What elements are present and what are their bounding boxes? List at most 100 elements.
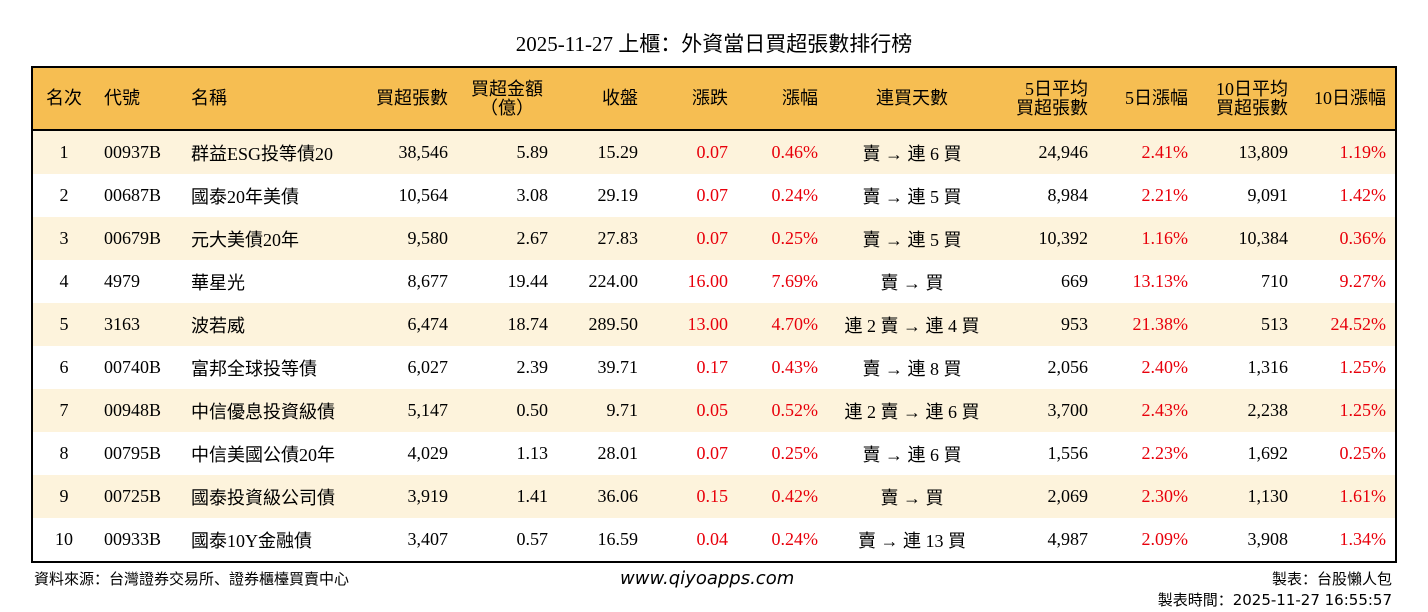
cell-pct5: 2.23% (1141, 443, 1189, 463)
cell-net-buy-amount: 5.89 (516, 142, 549, 162)
cell-pct5: 2.21% (1141, 185, 1189, 205)
cell-code: 00933B (104, 529, 162, 549)
generated-time: 製表時間：2025-11-27 16:55:57 (1157, 591, 1392, 609)
table-header: 名次 代號 名稱 買超張數 買超金額 （億） 收盤 漲跌 漲幅 連買天數 5日平均 買超張數 5日漲… (33, 68, 1395, 131)
cell-net-buy-lots: 4,029 (407, 443, 449, 463)
cell-consecutive-days: 賣 → 買 (880, 272, 944, 293)
cell-pct10: 24.52% (1330, 314, 1387, 334)
table-row: 4 4979 華星光 8,677 19.44 224.00 16.00 7.69% 賣 → 買 6… (33, 260, 1395, 303)
header-consecutive-days: 連買天數 (876, 88, 948, 108)
cell-pct5: 2.09% (1141, 529, 1189, 549)
cell-change: 0.05 (696, 400, 729, 420)
header-name: 名稱 (191, 88, 227, 108)
cell-close: 224.00 (588, 271, 639, 291)
data-source: 資料來源：台灣證券交易所、證券櫃檯買賣中心 (34, 570, 350, 588)
cell-code: 3163 (104, 314, 140, 334)
page-title: 2025-11-27 上櫃：外資當日買超張數排行榜 (515, 32, 913, 56)
cell-avg10-net-buy: 1,316 (1247, 357, 1289, 377)
header-pct10: 10日漲幅 (1314, 88, 1386, 108)
cell-rank: 10 (55, 529, 73, 549)
cell-avg5-net-buy: 953 (1061, 314, 1088, 334)
cell-name: 波若威 (191, 315, 245, 336)
cell-net-buy-amount: 18.74 (507, 314, 549, 334)
cell-close: 28.01 (597, 443, 639, 463)
cell-change-pct: 7.69% (771, 271, 819, 291)
cell-avg10-net-buy: 513 (1261, 314, 1288, 334)
cell-pct10: 9.27% (1339, 271, 1387, 291)
cell-avg10-net-buy: 13,809 (1238, 142, 1289, 162)
cell-net-buy-lots: 9,580 (407, 228, 449, 248)
cell-rank: 4 (59, 271, 69, 291)
cell-net-buy-amount: 2.39 (516, 357, 549, 377)
cell-change-pct: 0.24% (771, 529, 819, 549)
cell-rank: 9 (59, 486, 69, 506)
cell-avg10-net-buy: 1,692 (1247, 443, 1289, 463)
cell-code: 4979 (104, 271, 140, 291)
cell-close: 29.19 (597, 185, 639, 205)
cell-rank: 2 (59, 185, 69, 205)
cell-change: 0.07 (696, 443, 729, 463)
cell-change: 0.07 (696, 142, 729, 162)
cell-rank: 8 (59, 443, 69, 463)
cell-change-pct: 0.42% (771, 486, 819, 506)
cell-net-buy-lots: 6,474 (407, 314, 449, 334)
table-row: 2 00687B 國泰20年美債 10,564 3.08 29.19 0.07 0.24% 賣 … (33, 174, 1395, 217)
cell-change-pct: 4.70% (771, 314, 819, 334)
cell-pct5: 2.41% (1141, 142, 1189, 162)
cell-consecutive-days: 賣 → 連 13 買 (858, 530, 966, 551)
cell-avg10-net-buy: 9,091 (1247, 185, 1289, 205)
cell-change: 0.17 (696, 357, 729, 377)
cell-name: 國泰10Y金融債 (191, 530, 312, 551)
cell-avg5-net-buy: 24,946 (1038, 142, 1089, 162)
author-text: 製表：台股懶人包 (1271, 570, 1392, 588)
header-avg5-net-buy: 5日平均 買超張數 (1016, 78, 1088, 118)
cell-consecutive-days: 賣 → 連 8 買 (862, 358, 962, 379)
table-row: 6 00740B 富邦全球投等債 6,027 2.39 39.71 0.17 0.43% 賣 →… (33, 346, 1395, 389)
cell-change: 0.15 (696, 486, 729, 506)
cell-net-buy-amount: 1.13 (516, 443, 549, 463)
cell-change-pct: 0.52% (771, 400, 819, 420)
cell-rank: 1 (59, 142, 69, 162)
cell-avg10-net-buy: 1,130 (1247, 486, 1289, 506)
cell-rank: 5 (59, 314, 69, 334)
cell-consecutive-days: 賣 → 連 5 買 (862, 229, 962, 250)
cell-name: 國泰20年美債 (191, 186, 299, 207)
cell-consecutive-days: 賣 → 連 6 買 (862, 444, 962, 465)
cell-name: 中信美國公債20年 (191, 444, 335, 465)
cell-change-pct: 0.25% (771, 443, 819, 463)
table-row: 7 00948B 中信優息投資級債 5,147 0.50 9.71 0.05 0.52% 連 2… (33, 389, 1395, 432)
cell-code: 00937B (104, 142, 162, 162)
header-change-pct: 漲幅 (782, 88, 818, 108)
header-avg10-net-buy: 10日平均 買超張數 (1216, 78, 1288, 118)
cell-code: 00687B (104, 185, 162, 205)
cell-net-buy-amount: 19.44 (507, 271, 549, 291)
cell-pct10: 1.42% (1339, 185, 1387, 205)
cell-consecutive-days: 賣 → 連 5 買 (862, 186, 962, 207)
cell-avg5-net-buy: 4,987 (1047, 529, 1089, 549)
cell-name: 富邦全球投等債 (191, 358, 317, 379)
header-net-buy-amount: 買超金額 （億） (471, 78, 543, 118)
cell-avg5-net-buy: 2,069 (1047, 486, 1089, 506)
table-row: 9 00725B 國泰投資級公司債 3,919 1.41 36.06 0.15 0.42% 賣 … (33, 475, 1395, 518)
cell-change-pct: 0.43% (771, 357, 819, 377)
ranking-table: 名次 代號 名稱 買超張數 買超金額 （億） 收盤 漲跌 漲幅 連買天數 5日平均 買超張數 5日漲… (31, 66, 1397, 563)
cell-pct5: 21.38% (1132, 314, 1189, 334)
cell-avg5-net-buy: 1,556 (1047, 443, 1089, 463)
cell-net-buy-amount: 0.57 (516, 529, 549, 549)
cell-code: 00948B (104, 400, 162, 420)
cell-pct5: 2.43% (1141, 400, 1189, 420)
cell-change: 0.07 (696, 185, 729, 205)
cell-avg5-net-buy: 3,700 (1047, 400, 1089, 420)
cell-net-buy-lots: 3,919 (407, 486, 449, 506)
cell-consecutive-days: 賣 → 買 (880, 487, 944, 508)
cell-rank: 6 (59, 357, 69, 377)
cell-consecutive-days: 連 2 賣 → 連 6 買 (844, 401, 980, 422)
cell-pct5: 2.40% (1141, 357, 1189, 377)
header-close: 收盤 (602, 88, 638, 108)
cell-net-buy-lots: 6,027 (407, 357, 449, 377)
cell-name: 中信優息投資級債 (191, 401, 335, 422)
header-pct5: 5日漲幅 (1125, 88, 1188, 108)
cell-avg5-net-buy: 2,056 (1047, 357, 1089, 377)
header-change: 漲跌 (692, 88, 728, 108)
cell-close: 39.71 (597, 357, 639, 377)
